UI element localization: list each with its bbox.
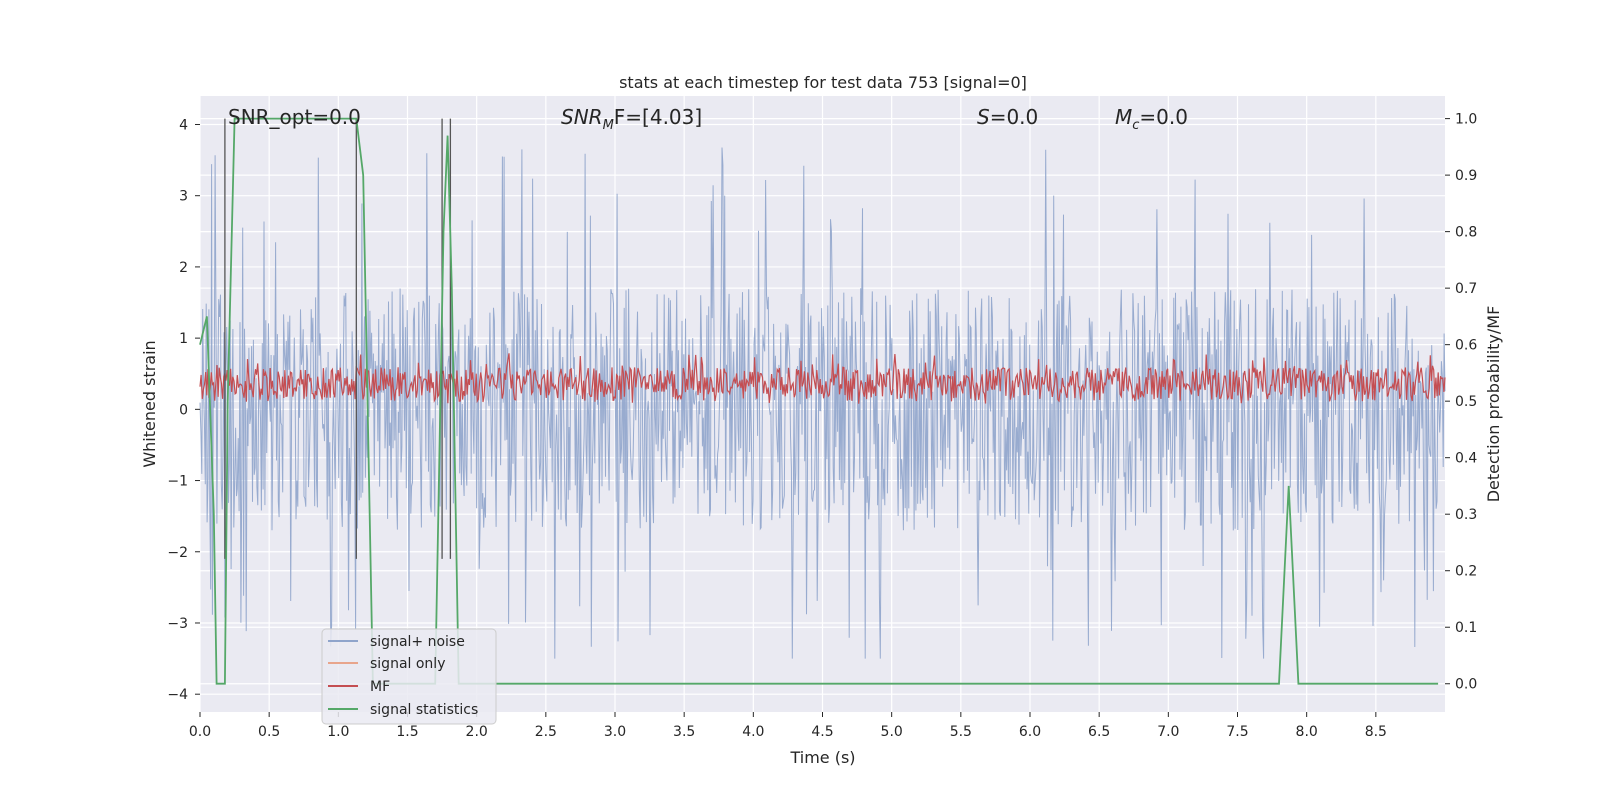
y-tick-label-left: −4: [167, 687, 188, 703]
x-tick-label: 7.5: [1226, 724, 1248, 740]
y-tick-label-left: 4: [179, 117, 188, 133]
y-tick-label-right: 0.9: [1455, 168, 1477, 184]
x-tick-label: 0.5: [258, 724, 280, 740]
chart-title: stats at each timestep for test data 753…: [619, 73, 1027, 92]
mf-series-layer: [199, 353, 1446, 404]
x-tick-label: 2.5: [535, 724, 557, 740]
legend: signal+ noise signal only MF signal stat…: [321, 628, 497, 725]
annotation-mc-sub: c: [1132, 118, 1139, 133]
x-tick-label: 6.0: [1019, 724, 1041, 740]
x-tick-label: 5.0: [881, 724, 903, 740]
x-tick-label: 3.0: [604, 724, 626, 740]
annotation-snr-mf-symbol: SNR: [561, 105, 603, 129]
x-tick-label: 1.5: [396, 724, 418, 740]
x-tick-label: 0.0: [189, 724, 211, 740]
y-tick-label-left: −3: [167, 616, 188, 632]
annotation-snr-mf-sub: M: [603, 118, 614, 133]
annotation-s: S=0.0: [977, 105, 1038, 129]
y-tick-label-left: −2: [167, 545, 188, 561]
x-tick-label: 3.5: [673, 724, 695, 740]
x-tick-label: 4.0: [742, 724, 764, 740]
y-tick-label-right: 0.7: [1455, 281, 1477, 297]
grid-layer: [199, 96, 1445, 712]
legend-label-signal-statistics: signal statistics: [370, 702, 478, 718]
tick-layer: 0.0 0.5 1.0 1.5 2.0 2.5 3.0 3.5 4.0 4.5 5.0 5.5 6.0 6…: [167, 112, 1477, 740]
x-tick-label: 8.5: [1365, 724, 1387, 740]
y-tick-label-right: 0.8: [1455, 225, 1477, 241]
noise-series-layer: [199, 147, 1446, 659]
y-axis-label-right: Detection probability/MF: [1484, 306, 1503, 503]
y-axis-label-left: Whitened strain: [140, 340, 159, 467]
y-tick-label-left: 1: [179, 331, 188, 347]
y-tick-label-left: 3: [179, 189, 188, 205]
y-tick-label-right: 0.4: [1455, 451, 1477, 467]
annotation-mc-value: =0.0: [1139, 105, 1188, 129]
y-tick-label-right: 0.2: [1455, 564, 1477, 580]
x-tick-label: 5.5: [950, 724, 972, 740]
x-tick-label: 7.0: [1157, 724, 1179, 740]
y-tick-label-right: 0.1: [1455, 620, 1477, 636]
x-tick-label: 4.5: [811, 724, 833, 740]
annotation-s-symbol: S: [977, 105, 990, 129]
series-signal-noise: [199, 147, 1446, 659]
x-axis-label: Time (s): [789, 748, 855, 767]
x-tick-label: 1.0: [327, 724, 349, 740]
legend-label-signal-only: signal only: [370, 656, 445, 672]
x-tick-label: 6.5: [1088, 724, 1110, 740]
y-tick-label-right: 0.5: [1455, 394, 1477, 410]
y-tick-label-right: 1.0: [1455, 112, 1477, 128]
legend-box: [321, 628, 497, 725]
y-tick-label-left: 2: [179, 260, 188, 276]
y-tick-label-left: 0: [179, 402, 188, 418]
series-mf: [199, 353, 1446, 404]
annotation-s-value: =0.0: [990, 105, 1039, 129]
x-tick-label: 2.0: [466, 724, 488, 740]
y-tick-label-right: 0.3: [1455, 507, 1477, 523]
y-tick-label-right: 0.0: [1455, 677, 1477, 693]
y-tick-label-left: −1: [167, 474, 188, 490]
annotation-snr-mf-rest: F=[4.03]: [614, 105, 702, 129]
annotation-mc: Mc=0.0: [1115, 105, 1188, 133]
legend-label-signal-noise: signal+ noise: [370, 634, 465, 650]
annotation-snr-mf: SNRMF=[4.03]: [561, 105, 702, 133]
annotation-mc-symbol: M: [1115, 105, 1132, 129]
annotation-snr-opt: SNR_opt=0.0: [228, 105, 361, 129]
y-tick-label-right: 0.6: [1455, 338, 1477, 354]
x-tick-label: 8.0: [1296, 724, 1318, 740]
legend-label-mf: MF: [370, 679, 390, 695]
